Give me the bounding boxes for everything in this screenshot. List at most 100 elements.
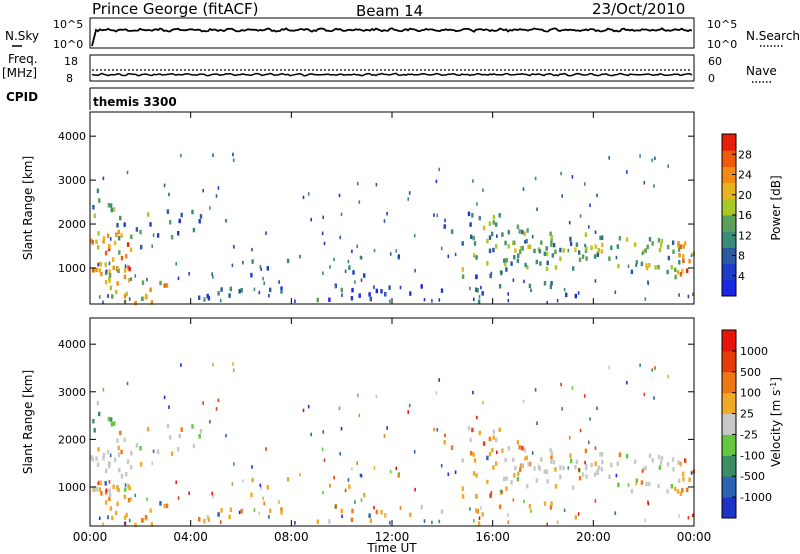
colorbar-segment xyxy=(722,247,736,265)
power-cell xyxy=(375,288,378,294)
velocity-cell xyxy=(106,449,110,455)
velocity-cell xyxy=(373,505,375,510)
velocity-cell xyxy=(572,485,575,490)
velocity-cell xyxy=(228,514,231,520)
velocity-cell xyxy=(476,509,479,514)
power-cell xyxy=(198,219,201,224)
velocity-cell xyxy=(310,432,312,437)
power-cell xyxy=(117,229,120,235)
velocity-cell xyxy=(674,486,677,492)
power-cell xyxy=(177,276,180,281)
velocity-cell xyxy=(507,513,509,517)
power-cell xyxy=(561,194,563,198)
power-cell xyxy=(490,271,493,276)
power-cell xyxy=(102,176,105,181)
power-cell xyxy=(420,284,423,289)
power-cell xyxy=(354,280,356,284)
velocity-cell xyxy=(108,496,111,501)
freq-panel: Freq. [MHz] 18 8 60 0 Nave xyxy=(2,52,777,85)
power-cell xyxy=(125,291,128,297)
power-cell xyxy=(269,287,272,293)
velocity-cell xyxy=(550,459,553,464)
velocity-cell xyxy=(517,471,520,476)
velocity-cell xyxy=(536,421,538,425)
power-cell xyxy=(635,260,638,265)
velocity-cell xyxy=(550,454,553,460)
velocity-cell xyxy=(262,496,264,501)
velocity-cell xyxy=(567,466,570,470)
velocity-cell xyxy=(594,446,597,450)
velocity-cell xyxy=(633,459,637,464)
velocity-cell xyxy=(610,462,613,468)
velocity-cell xyxy=(554,484,558,489)
power-cell xyxy=(310,217,312,222)
velocity-cell xyxy=(165,503,169,509)
velocity-cell xyxy=(523,447,526,453)
velocity-cell xyxy=(471,427,474,433)
velocity-cell xyxy=(523,499,525,504)
power-cell xyxy=(360,256,363,260)
power-cell xyxy=(113,207,116,212)
velocity-cell xyxy=(357,393,359,398)
velocity-cell xyxy=(678,478,681,483)
velocity-cell xyxy=(127,498,131,503)
velocity-cell xyxy=(543,469,546,474)
velocity-cell xyxy=(510,480,513,485)
velocity-cell xyxy=(124,521,126,525)
power-cell xyxy=(217,291,220,296)
velocity-cell xyxy=(150,522,154,527)
power-cell xyxy=(323,241,326,246)
velocity-cell xyxy=(486,455,489,461)
power-cell xyxy=(513,255,516,260)
colorbar-segment xyxy=(722,413,736,435)
power-cell xyxy=(212,275,214,279)
cpid-label: CPID xyxy=(6,90,38,104)
velocity-cell xyxy=(571,386,574,390)
velocity-cell xyxy=(667,374,669,379)
velocity-cell xyxy=(596,470,600,475)
power-cell xyxy=(316,297,319,303)
power-cell xyxy=(657,264,660,270)
power-cell xyxy=(615,255,618,260)
velocity-cell xyxy=(102,455,105,461)
power-cell xyxy=(334,284,337,289)
colorbar-segment xyxy=(722,455,736,477)
power-cell xyxy=(585,246,588,251)
power-cell xyxy=(91,267,95,273)
power-cell xyxy=(684,241,687,246)
velocity-cell xyxy=(102,522,104,526)
power-cell xyxy=(667,255,671,261)
power-cell xyxy=(262,276,264,281)
velocity-cell xyxy=(482,400,484,405)
power-cell xyxy=(596,193,598,198)
power-cell xyxy=(192,227,196,233)
velocity-cell xyxy=(395,466,398,471)
power-cell xyxy=(150,300,154,305)
power-cell xyxy=(344,269,347,274)
velocity-cell xyxy=(686,487,689,493)
power-cell xyxy=(340,287,343,293)
power-cell xyxy=(678,260,681,265)
power-cell xyxy=(217,186,220,190)
velocity-cell xyxy=(168,405,170,409)
velocity-cell xyxy=(128,485,131,491)
power-cell xyxy=(627,264,630,268)
velocity-cell xyxy=(585,474,588,479)
power-cell xyxy=(498,213,501,218)
velocity-cell xyxy=(102,452,106,458)
velocity-cell xyxy=(253,508,256,512)
velocity-cell xyxy=(104,500,108,505)
power-cell xyxy=(531,234,534,239)
velocity-cell xyxy=(375,509,378,515)
velocity-cell xyxy=(139,446,142,451)
velocity-cell xyxy=(666,489,669,494)
power-cell xyxy=(398,254,400,258)
power-cell xyxy=(169,220,172,225)
velocity-cell xyxy=(203,518,206,524)
power-cell xyxy=(672,249,675,254)
power-cell xyxy=(472,253,476,258)
power-cell xyxy=(433,213,435,217)
power-cell xyxy=(563,287,566,292)
power-cell xyxy=(109,285,112,291)
power-cell xyxy=(119,215,122,221)
